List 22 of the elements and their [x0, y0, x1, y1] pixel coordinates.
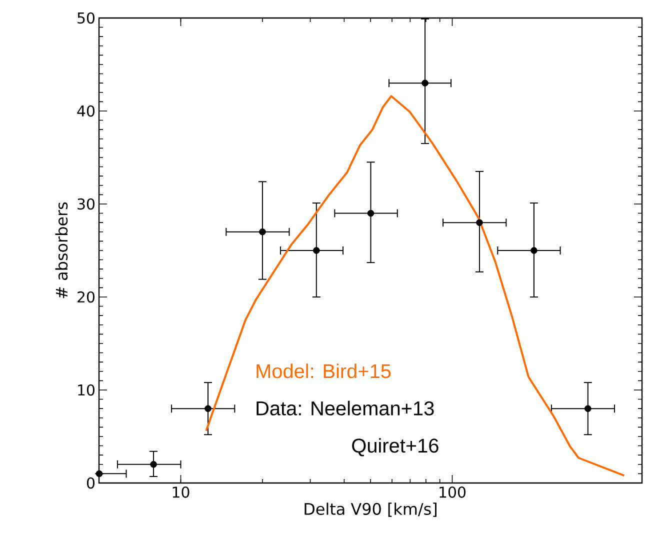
annotation: Data: Neeleman+13: [256, 400, 434, 416]
x-axis-title: Delta V90 [km/s]: [304, 502, 436, 517]
x-tick-label: 100: [440, 486, 466, 498]
point: [96, 470, 103, 478]
point: [422, 80, 428, 86]
y-axis-title: # absorbers: [55, 202, 68, 298]
point: [584, 405, 592, 412]
y-tick-label: 20: [78, 291, 94, 303]
point: [530, 247, 538, 254]
y-tick-label: 0: [86, 477, 94, 489]
point: [476, 219, 483, 226]
annotation: Quiret+16: [352, 438, 438, 456]
point: [150, 460, 157, 468]
point: [313, 247, 320, 254]
point: [367, 210, 374, 217]
point: [204, 405, 212, 412]
y-tick-label: 50: [78, 12, 94, 24]
y-tick-label: 10: [78, 384, 94, 396]
point: [259, 228, 266, 236]
y-tick-label: 30: [78, 198, 94, 210]
y-tick-label: 40: [77, 105, 94, 117]
series-label: Model: Bird+15: [256, 364, 391, 378]
